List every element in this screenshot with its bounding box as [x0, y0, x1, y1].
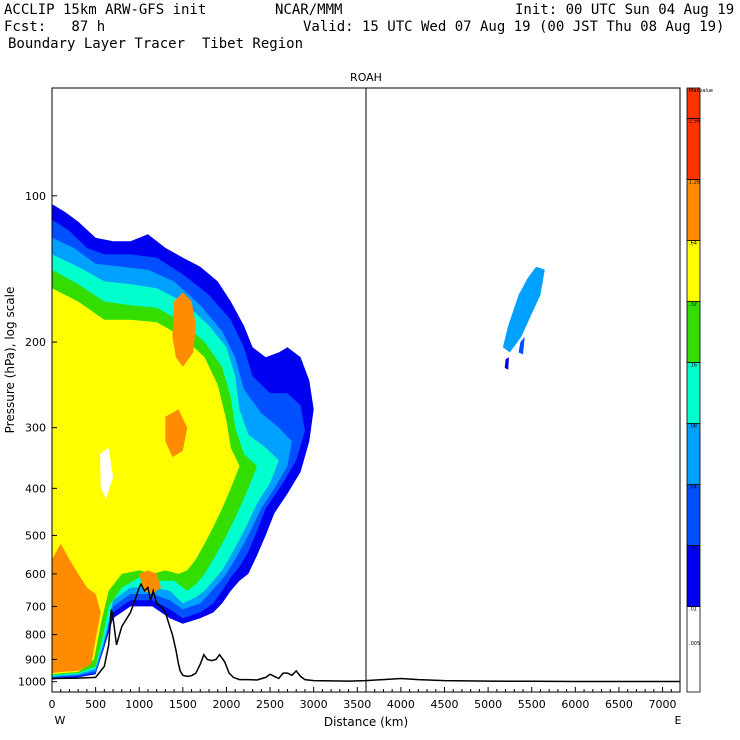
y-tick-label: 100	[25, 190, 46, 203]
x-tick-label: 4500	[431, 698, 459, 711]
x-tick-label: 2000	[212, 698, 240, 711]
colorbar-box-4	[686, 362, 701, 424]
colorbar-box-6	[686, 240, 701, 302]
colorbar-label: .01	[689, 607, 697, 613]
x-tick-label: 7000	[649, 698, 677, 711]
x-tick-label: 3000	[300, 698, 328, 711]
colorbar-box-7	[686, 179, 701, 241]
header-model: ACCLIP 15km ARW-GFS init	[4, 2, 207, 18]
tracer-region-10	[139, 570, 161, 594]
colorbar-box-top	[686, 87, 701, 119]
tracer-region-13	[504, 357, 509, 370]
colorbar-label: 1.28	[689, 180, 700, 186]
y-tick-label: 700	[25, 600, 46, 613]
tracer-region-12	[518, 336, 525, 355]
colorbar-label: .005	[689, 641, 700, 647]
y-tick-label: 300	[25, 422, 46, 435]
tracer-region-7	[52, 543, 101, 674]
terrain-layer	[51, 582, 680, 683]
colorbar-box-3	[686, 423, 701, 485]
colorbar-label: .16	[689, 363, 697, 369]
chart-title: ROAH	[350, 71, 382, 84]
y-tick-label: 600	[25, 568, 46, 581]
colorbar-box-0	[686, 606, 701, 693]
x-tick-label: 6000	[561, 698, 589, 711]
x-tick-label: 6500	[605, 698, 633, 711]
colorbar-label: 2.56	[689, 119, 700, 125]
y-tick-label: 900	[25, 653, 46, 666]
tracer-region-14	[285, 247, 291, 267]
colorbar-label: .04	[689, 485, 697, 491]
colorbar: .005 .01 .02 .04 .08 .16 .32 .64 1.28 2.56 Maxvalu…	[686, 87, 713, 693]
colorbar-box-2	[686, 484, 701, 546]
tracer-region-9	[165, 409, 188, 458]
x-tick-label: 3500	[343, 698, 371, 711]
colorbar-label: .02	[689, 546, 697, 552]
x-tick-label: 4000	[387, 698, 415, 711]
y-tick-label: 400	[25, 482, 46, 495]
x-tick-label: 2500	[256, 698, 284, 711]
header-org: NCAR/MMM	[275, 2, 343, 18]
colorbar-label: .64	[689, 241, 697, 247]
y-axis-label: Pressure (hPa), log scale	[3, 287, 17, 434]
west-label: W	[55, 714, 66, 727]
x-axis-label: Distance (km)	[324, 715, 408, 729]
colorbar-label: .08	[689, 424, 697, 430]
x-tick-label: 1500	[169, 698, 197, 711]
header-init: Init: 00 UTC Sun 04 Aug 19	[515, 2, 735, 18]
colorbar-box-5	[686, 301, 701, 363]
colorbar-box-1	[686, 545, 701, 607]
header-product: Boundary Layer Tracer Tibet Region	[8, 36, 304, 52]
axes-layer: ROAH 0 500 1000 1500 2000 2500 3000 3500 4000 4500…	[3, 71, 682, 729]
colorbar-box-8	[686, 118, 701, 180]
header-fcst: Fcst: 87 h	[4, 19, 106, 35]
east-label: E	[675, 714, 682, 727]
header-valid: Valid: 15 UTC Wed 07 Aug 19 (00 JST Thu …	[303, 19, 725, 35]
colorbar-label: Maxvalue	[689, 88, 713, 94]
tracer-fill-layer	[52, 187, 545, 680]
x-tick-label: 0	[49, 698, 56, 711]
tracer-region-11	[502, 266, 545, 353]
tracer-region-8	[172, 292, 196, 367]
terrain-line	[51, 582, 680, 683]
colorbar-label: .32	[689, 302, 697, 308]
x-tick-label: 5500	[518, 698, 546, 711]
x-tick-label: 500	[85, 698, 106, 711]
y-tick-label: 800	[25, 629, 46, 642]
x-tick-label: 1000	[125, 698, 153, 711]
y-tick-label: 200	[25, 336, 46, 349]
tracer-region-6	[52, 288, 240, 675]
y-tick-label: 1000	[18, 676, 46, 689]
x-tick-label: 5000	[474, 698, 502, 711]
tracer-region-15	[100, 447, 114, 499]
y-tick-label: 500	[25, 529, 46, 542]
